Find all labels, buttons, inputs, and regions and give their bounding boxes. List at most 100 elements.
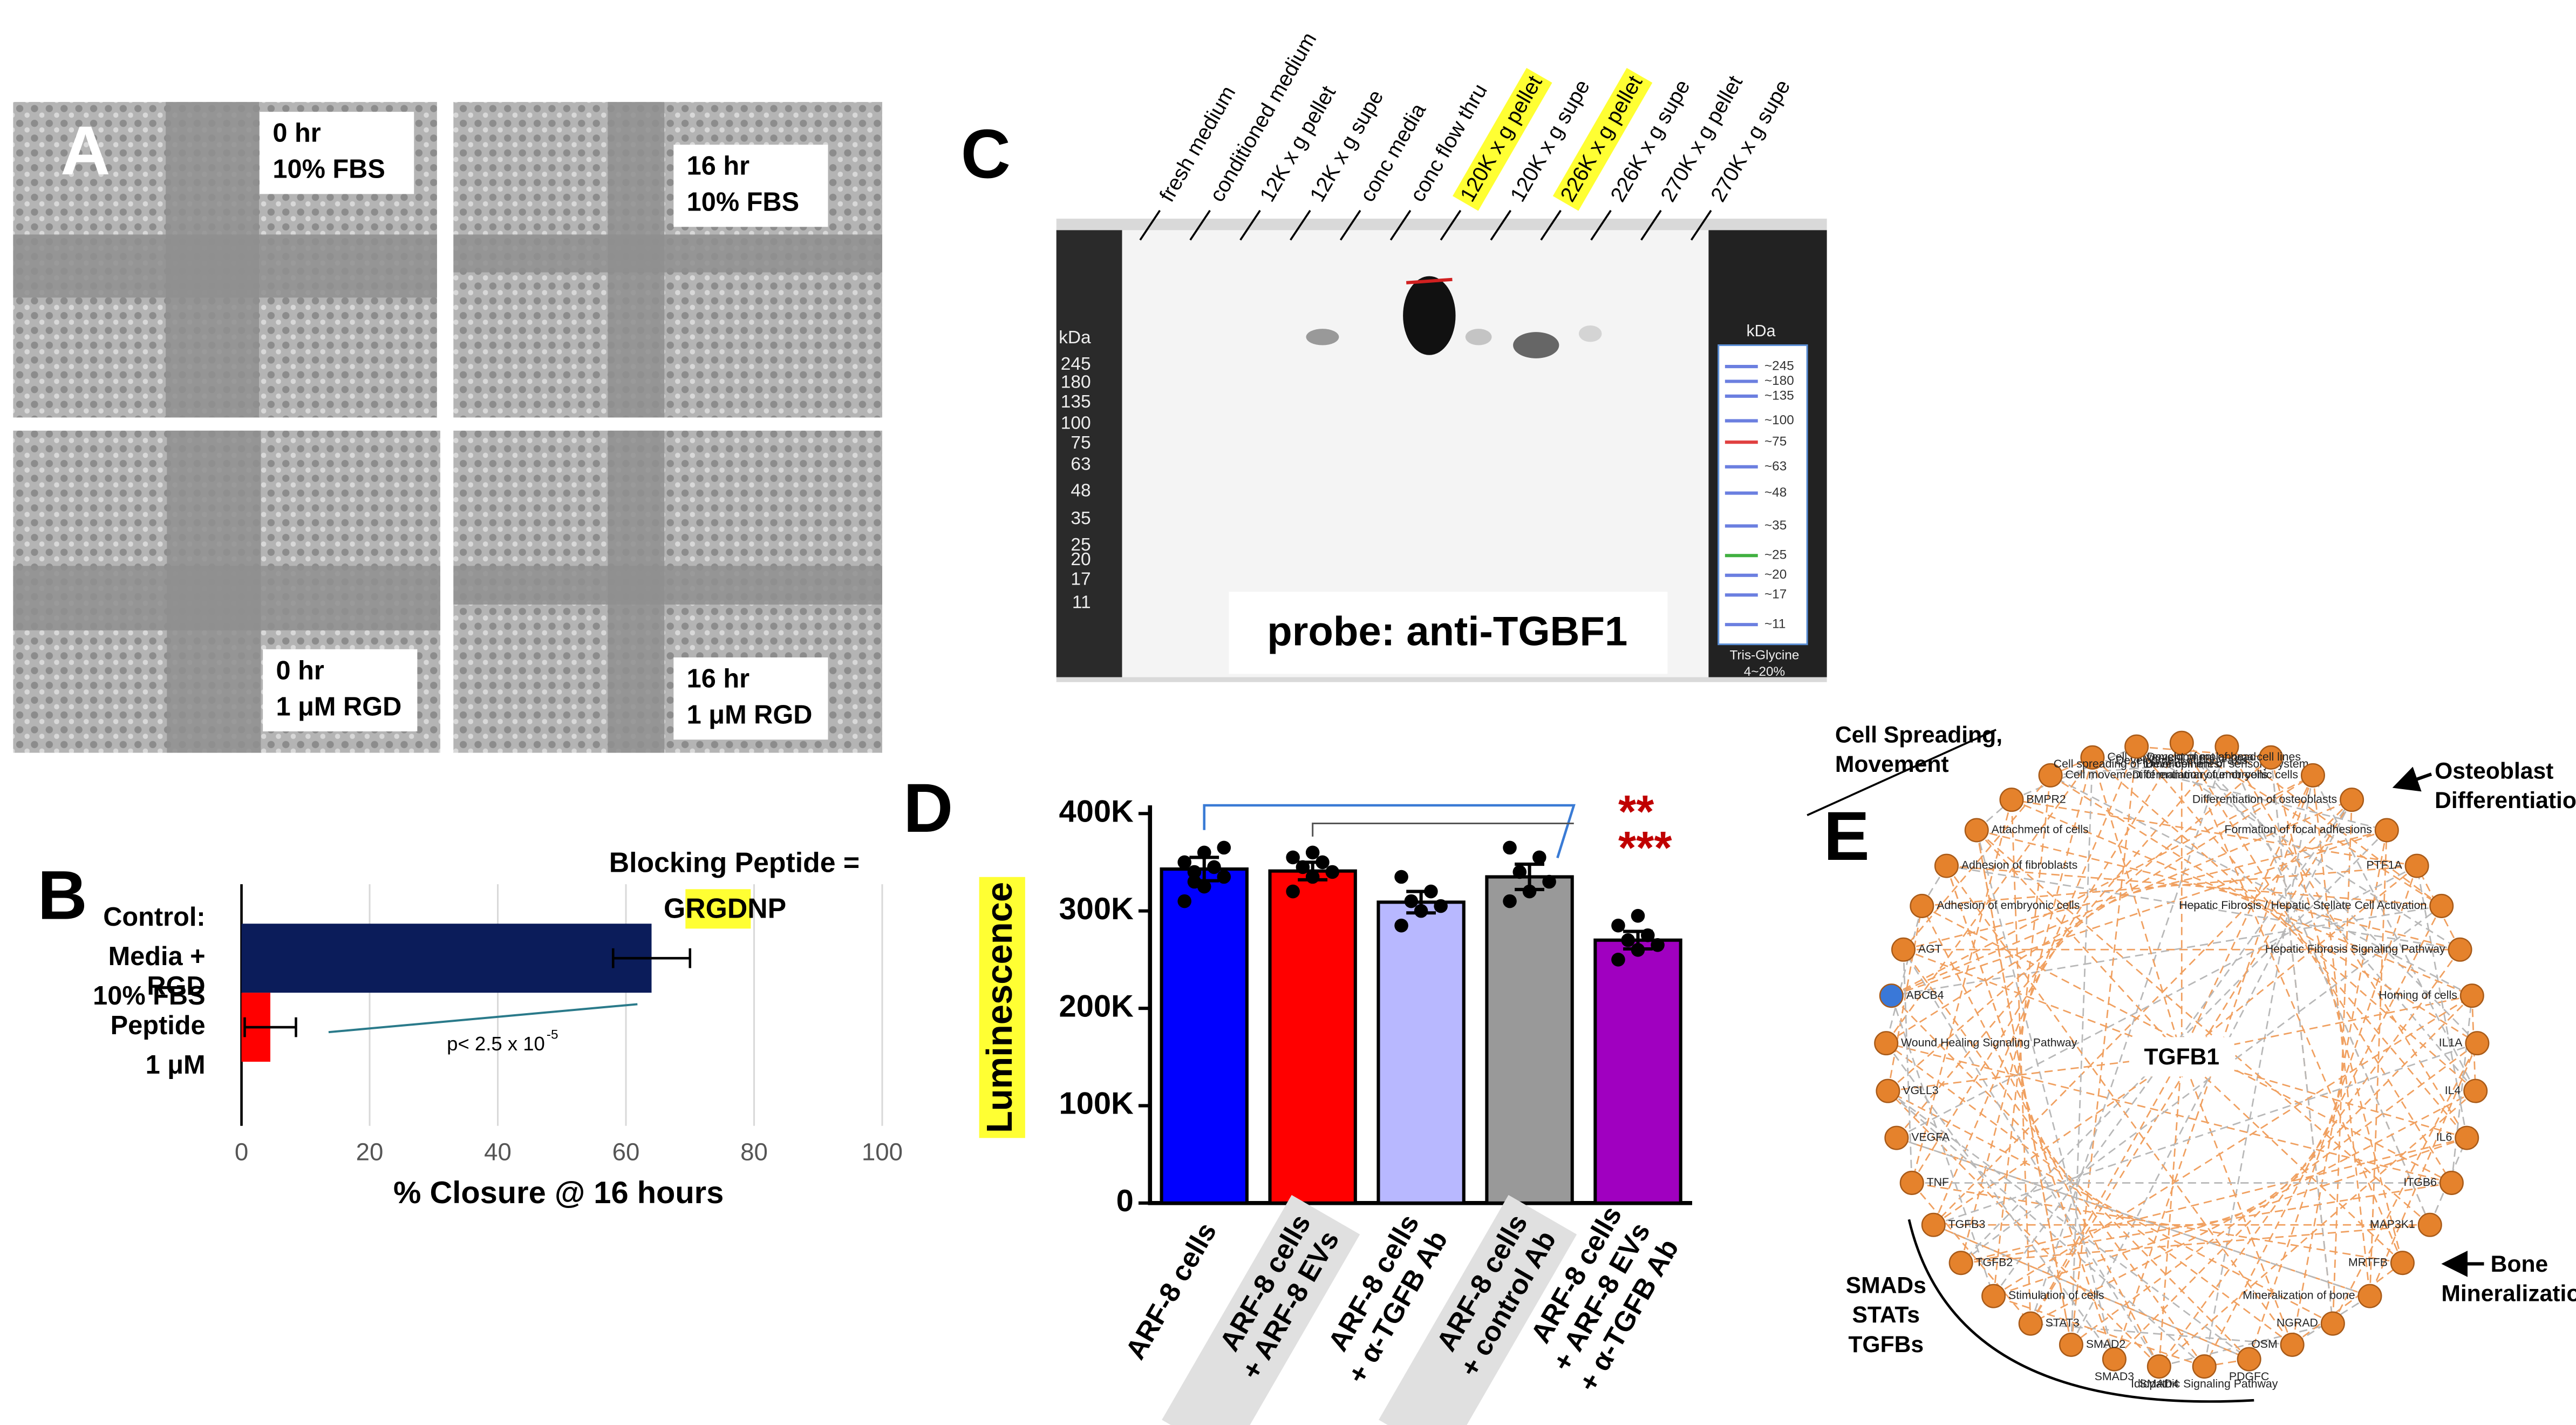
network-node (2340, 788, 2364, 812)
edge (1891, 905, 2442, 997)
node-label: BMPR2 (2026, 792, 2066, 805)
node-label: IL1A (2439, 1036, 2463, 1049)
data-point (1177, 894, 1191, 908)
edge (1903, 948, 2182, 1056)
node-label: AGT (1918, 942, 1942, 955)
edge (2070, 746, 2137, 1345)
edge (1976, 830, 2183, 1056)
label-box (673, 657, 828, 740)
edge (1887, 1090, 2160, 1367)
edge (2312, 775, 2476, 1091)
edge (1887, 906, 1923, 1091)
network-node (2237, 1347, 2261, 1372)
bar (1160, 867, 1249, 1205)
network-node (1876, 1078, 1900, 1103)
network-node (1879, 983, 1904, 1008)
network-node (2463, 1078, 2488, 1103)
data-point (1522, 884, 1537, 899)
y-tick-label: 300K (1059, 892, 1134, 926)
image-label: 16 hr (687, 152, 749, 181)
ladder-label: 245 (1061, 354, 1091, 374)
edge (1933, 1054, 2183, 1226)
edge (1887, 1090, 2333, 1325)
band-edge (1406, 277, 1453, 284)
ladder-label: 135 (1061, 392, 1091, 412)
node-label: Differentiation of osteoblasts (2192, 792, 2337, 805)
edge (1896, 1137, 2370, 1297)
ladder-label: ~245 (1764, 359, 1794, 374)
node-label: IL6 (2436, 1131, 2452, 1144)
callout: Osteoblast (2435, 758, 2553, 784)
lane-tick (1690, 209, 1712, 241)
center-box (2129, 1037, 2234, 1077)
ladder-label: ~48 (1764, 485, 1787, 500)
network-node (2320, 1311, 2345, 1336)
network-node (1964, 818, 1989, 843)
lane-tick (1389, 209, 1412, 241)
wound-horizontal (13, 234, 437, 298)
edge (1921, 865, 2417, 907)
edge (2136, 745, 2461, 951)
ladder-label: kDa (1059, 328, 1091, 348)
significance: ** (1618, 786, 1654, 838)
node-label: Hepatic Fibrosis Signaling Pathway (2265, 942, 2445, 955)
node-label: TGFB2 (1976, 1256, 2013, 1268)
lane-tick (1640, 209, 1662, 241)
edge (2332, 799, 2353, 1324)
ladder-label: 63 (1071, 454, 1091, 474)
y-tick-label: 400K (1059, 795, 1134, 829)
edge (2181, 742, 2442, 907)
edge (2181, 865, 2417, 1056)
image-label: 0 hr (272, 119, 321, 148)
lane-tick (1290, 209, 1311, 241)
edge (1921, 905, 2452, 1184)
highlight (685, 889, 751, 929)
network-node (2404, 853, 2429, 878)
node-label: OSM (2251, 1338, 2278, 1351)
node-label: Differentiation of embryonic cells (2132, 768, 2298, 781)
node-label: TGFB3 (1948, 1218, 1986, 1231)
node-label: STAT3 (2046, 1317, 2080, 1329)
network-node (1874, 1031, 1899, 1056)
category-label: 1 μM (146, 1050, 206, 1080)
edge (1891, 995, 2250, 1360)
ladder-label: ~100 (1764, 413, 1794, 428)
node-label: TNF (1927, 1176, 1949, 1189)
edge (1896, 1137, 2370, 1297)
p-value-exponent: -5 (547, 1028, 558, 1042)
data-point (1296, 860, 1310, 874)
band (1306, 329, 1339, 345)
edge (1933, 1042, 2478, 1226)
callout-line (1807, 729, 1996, 816)
bar (1376, 900, 1466, 1205)
y-tick-label: 100K (1059, 1087, 1134, 1121)
data-point (1325, 865, 1339, 879)
network-node (2214, 734, 2239, 759)
highlight (979, 877, 1025, 1138)
edge (2182, 995, 2472, 1056)
edge (2291, 830, 2388, 1345)
ladder-label: ~75 (1764, 435, 1787, 449)
edge (1975, 830, 2072, 1345)
ladder-label: 35 (1071, 508, 1091, 528)
edge (1933, 1224, 2250, 1360)
edge (2136, 745, 2271, 758)
node-label: IL4 (2445, 1084, 2461, 1097)
edge (1885, 1042, 2293, 1346)
node-label: Adhesion of embryonic cells (1937, 899, 2080, 912)
significance-bracket (1312, 822, 1574, 837)
node-label: Adhesion of fibroblasts (1961, 859, 2077, 872)
edge (2181, 742, 2478, 1044)
data-point (1217, 840, 1231, 855)
ladder-label: ~135 (1764, 388, 1794, 403)
data-point (1217, 870, 1231, 884)
band (1465, 329, 1492, 345)
panel-letter: E (1824, 798, 1870, 875)
edge (2312, 775, 2371, 1297)
edge (2070, 1042, 2478, 1346)
ladder-label: 48 (1071, 480, 1091, 500)
ladder-label: ~17 (1764, 587, 1787, 602)
edge (1921, 905, 2160, 1367)
